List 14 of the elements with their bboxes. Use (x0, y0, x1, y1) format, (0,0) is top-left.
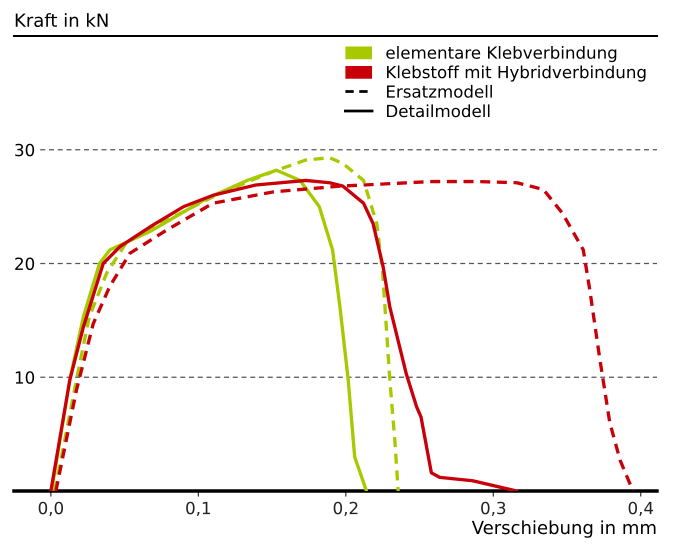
annotation: Klebstoff mit Hybridverbindung (387, 65, 646, 82)
y-axis-title: Kraft in kN (16, 13, 108, 28)
y-tick-label: 20 (15, 257, 34, 270)
x-tick-label: 0,0 (38, 502, 64, 516)
x-tick-label: 0,1 (186, 502, 210, 516)
x-tick-label: 0,4 (628, 502, 654, 516)
annotation: Ersatzmodell (387, 84, 492, 98)
x-tick-label: 0,3 (481, 502, 506, 516)
annotation: elementare Klebverbindung (386, 46, 616, 62)
annotation: Detailmodell (387, 104, 490, 118)
y-tick-label: 10 (16, 371, 34, 384)
y-tick-label: 30 (15, 144, 34, 156)
x-tick-label: 0,2 (334, 502, 358, 516)
x-axis-title: Verschiebung in mm (472, 520, 656, 538)
